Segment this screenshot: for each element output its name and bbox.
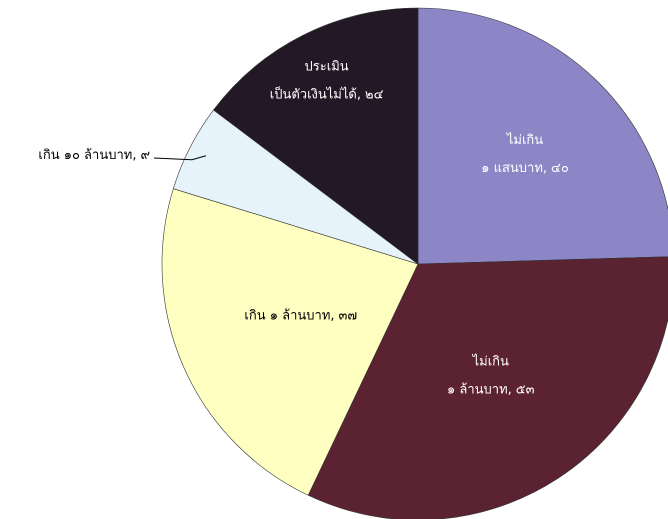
value-label: ๙ bbox=[140, 148, 150, 163]
pie-slice bbox=[161, 188, 419, 496]
label-line: ๑ ล้านบาท, bbox=[447, 382, 512, 397]
data-label: เกิน ๑ ล้านบาท, ๓๗ bbox=[244, 308, 357, 323]
value-label: ๓๗ bbox=[339, 308, 358, 323]
label-line: ๑ แสนบาท, bbox=[481, 160, 547, 175]
pie-slice bbox=[213, 7, 419, 265]
data-label: ไม่เกิน๑ ล้านบาท, ๕๓ bbox=[447, 353, 535, 397]
label-line: เกิน ๑ ล้านบาท, bbox=[244, 308, 334, 323]
label-line: ไม่เกิน bbox=[506, 131, 543, 147]
label-line: ประเมิน bbox=[305, 59, 349, 74]
leader-line bbox=[153, 155, 207, 161]
value-label: ๔๐ bbox=[551, 160, 569, 175]
label-line: เกิน ๑๐ ล้านบาท, bbox=[38, 148, 136, 163]
value-label: ๕๓ bbox=[516, 382, 535, 397]
data-label: เกิน ๑๐ ล้านบาท, ๙ bbox=[38, 148, 150, 163]
data-label: ไม่เกิน๑ แสนบาท, ๔๐ bbox=[481, 131, 569, 175]
value-label: ๒๔ bbox=[365, 87, 384, 102]
data-label: ประเมินเป็นตัวเงินไม่ได้, ๒๔ bbox=[270, 59, 384, 102]
label-line: เป็นตัวเงินไม่ได้, bbox=[270, 84, 361, 102]
label-line: ไม่เกิน bbox=[472, 353, 509, 369]
pie-slice bbox=[307, 256, 668, 519]
